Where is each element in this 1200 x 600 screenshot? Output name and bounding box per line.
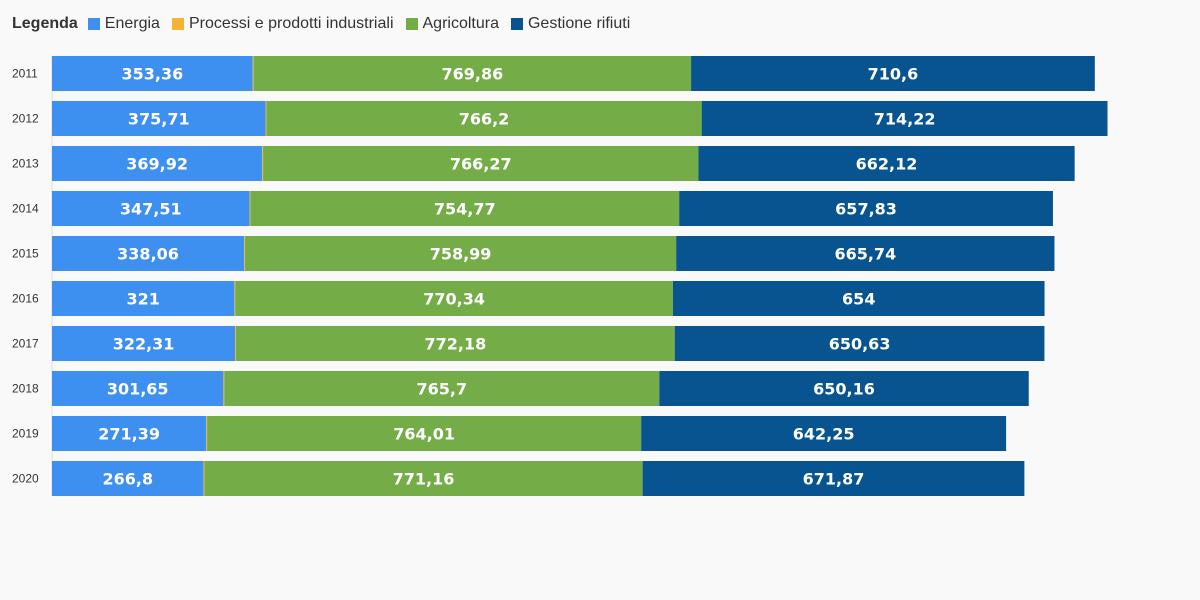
bar-2014-series-2[interactable] [250, 191, 680, 226]
legend-label-rifiuti: Gestione rifiuti [527, 15, 631, 32]
bar-2011-series-2[interactable] [253, 56, 692, 91]
bar-2017-series-1[interactable] [235, 326, 236, 361]
bar-2019-series-3[interactable] [641, 416, 1007, 451]
legend-item-rifiuti[interactable]: Gestione rifiuti [510, 15, 631, 33]
bar-2020-series-0[interactable] [52, 461, 204, 496]
legend-swatch-energia [87, 18, 100, 30]
category-label-2012: 2012 [12, 112, 39, 126]
bar-2016-series-0[interactable] [52, 281, 235, 316]
bar-2020-series-1[interactable] [203, 461, 205, 496]
bar-2014-series-3[interactable] [679, 191, 1053, 226]
bar-2011-series-0[interactable] [52, 56, 253, 91]
data-label-2013-series-0: 369,92 [126, 155, 188, 174]
data-label-2011-series-3: 710,6 [868, 65, 919, 84]
chart-legend: Legenda Energia Processi e prodotti indu… [12, 13, 642, 35]
bar-2020-series-2[interactable] [204, 461, 643, 496]
bar-2013-series-0[interactable] [52, 146, 263, 181]
data-label-2011-series-0: 353,36 [122, 65, 184, 84]
bar-2013-series-2[interactable] [263, 146, 699, 181]
bar-2011-series-1[interactable] [252, 56, 254, 91]
legend-item-processi[interactable]: Processi e prodotti industriali [171, 15, 394, 33]
data-label-2018-series-0: 301,65 [107, 380, 169, 399]
bar-2017-series-2[interactable] [235, 326, 675, 361]
category-label-2020: 2020 [12, 472, 39, 486]
data-label-2019-series-0: 271,39 [98, 425, 160, 444]
data-label-2011-series-2: 769,86 [441, 65, 503, 84]
bar-2016-series-1[interactable] [234, 281, 236, 316]
bar-2020-series-3[interactable] [642, 461, 1025, 496]
bar-2012-series-0[interactable] [52, 101, 266, 136]
category-label-2017: 2017 [12, 337, 39, 351]
data-label-2017-series-2: 772,18 [424, 335, 486, 354]
bar-2011-series-3[interactable] [691, 56, 1095, 91]
bar-2019-series-2[interactable] [207, 416, 642, 451]
legend-label-energia: Energia [104, 15, 160, 32]
data-label-2020-series-3: 671,87 [803, 470, 865, 489]
data-label-2012-series-3: 714,22 [874, 110, 936, 129]
data-label-2014-series-2: 754,77 [434, 200, 496, 219]
data-label-2018-series-3: 650,16 [813, 380, 875, 399]
bar-2012-series-3[interactable] [701, 101, 1108, 136]
data-label-2015-series-0: 338,06 [117, 245, 179, 264]
data-label-2015-series-3: 665,74 [834, 245, 896, 264]
bar-2018-series-0[interactable] [52, 371, 224, 406]
data-label-2016-series-0: 321 [126, 290, 159, 309]
data-label-2013-series-2: 766,27 [450, 155, 512, 174]
bar-2015-series-0[interactable] [52, 236, 245, 271]
bar-2019-series-1[interactable] [206, 416, 208, 451]
category-label-2014: 2014 [12, 202, 39, 216]
bar-2015-series-2[interactable] [244, 236, 677, 271]
bar-2018-series-1[interactable] [223, 371, 225, 406]
legend-swatch-agricoltura [405, 18, 418, 30]
category-label-2018: 2018 [12, 382, 39, 396]
bar-2016-series-2[interactable] [235, 281, 673, 316]
data-label-2017-series-3: 650,63 [829, 335, 891, 354]
data-label-2015-series-2: 758,99 [430, 245, 492, 264]
bar-2019-series-0[interactable] [52, 416, 207, 451]
data-label-2012-series-0: 375,71 [128, 110, 190, 129]
bar-2015-series-1[interactable] [244, 236, 245, 271]
legend-item-energia[interactable]: Energia [87, 15, 160, 33]
legend-label-agricoltura: Agricoltura [422, 15, 499, 32]
legend-item-agricoltura[interactable]: Agricoltura [405, 15, 499, 33]
data-label-2019-series-2: 764,01 [393, 425, 455, 444]
data-label-2020-series-0: 266,8 [102, 470, 153, 489]
data-label-2013-series-3: 662,12 [856, 155, 918, 174]
bar-2013-series-1[interactable] [262, 146, 264, 181]
data-label-2016-series-3: 654 [842, 290, 875, 309]
data-label-2014-series-0: 347,51 [120, 200, 182, 219]
legend-swatch-rifiuti [510, 18, 523, 30]
bar-2012-series-1[interactable] [265, 101, 267, 136]
category-label-2019: 2019 [12, 427, 39, 441]
bar-2018-series-2[interactable] [224, 371, 660, 406]
data-label-2017-series-0: 322,31 [113, 335, 175, 354]
bar-2018-series-3[interactable] [659, 371, 1029, 406]
data-label-2019-series-3: 642,25 [793, 425, 855, 444]
bar-2013-series-3[interactable] [698, 146, 1075, 181]
bar-2014-series-1[interactable] [249, 191, 251, 226]
data-label-2016-series-2: 770,34 [423, 290, 485, 309]
data-label-2012-series-2: 766,2 [459, 110, 510, 129]
bar-2017-series-0[interactable] [52, 326, 236, 361]
data-label-2020-series-2: 771,16 [393, 470, 455, 489]
data-label-2014-series-3: 657,83 [835, 200, 897, 219]
bar-2017-series-3[interactable] [674, 326, 1045, 361]
category-label-2015: 2015 [12, 247, 39, 261]
legend-swatch-processi [171, 18, 184, 30]
bar-2012-series-2[interactable] [266, 101, 702, 136]
bar-2014-series-0[interactable] [52, 191, 250, 226]
bar-2016-series-3[interactable] [672, 281, 1045, 316]
category-label-2016: 2016 [12, 292, 39, 306]
category-label-2011: 2011 [12, 67, 38, 81]
data-label-2018-series-2: 765,7 [416, 380, 467, 399]
legend-title: Legenda [12, 15, 78, 32]
bar-2015-series-3[interactable] [676, 236, 1055, 271]
category-label-2013: 2013 [12, 157, 39, 171]
legend-label-processi: Processi e prodotti industriali [188, 15, 394, 32]
